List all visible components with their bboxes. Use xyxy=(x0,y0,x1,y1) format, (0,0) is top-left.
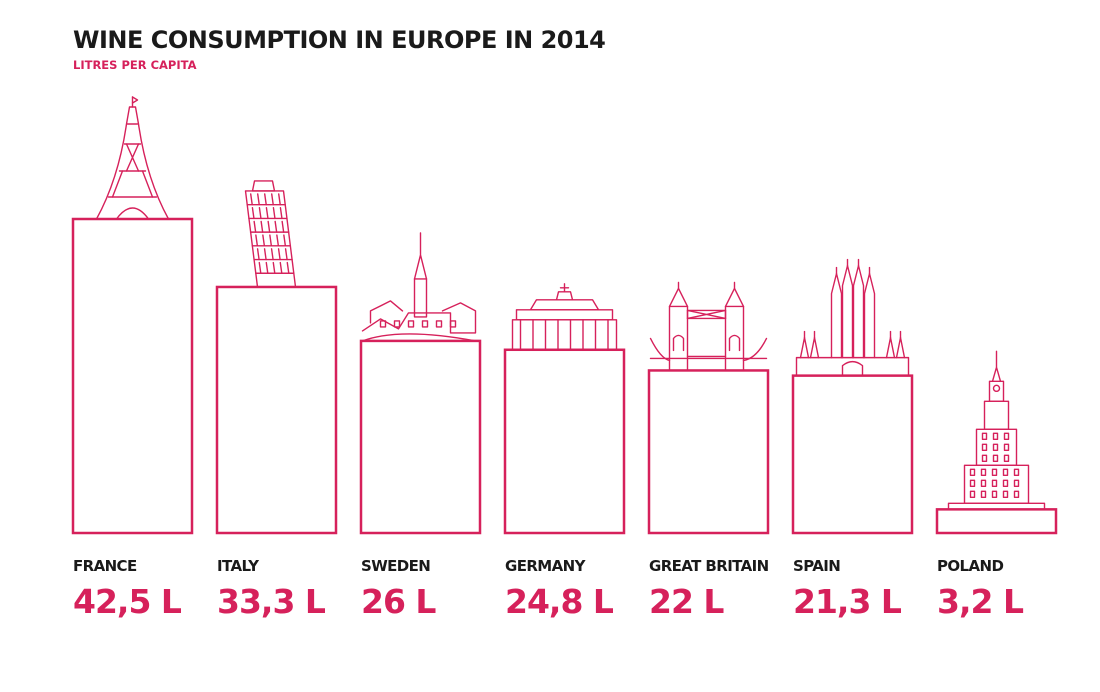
value-label-france: 42,5 L xyxy=(73,582,182,621)
palace-of-culture-icon xyxy=(947,350,1046,511)
bar-spain xyxy=(791,374,914,535)
category-label-sweden: SWEDEN xyxy=(361,557,430,575)
value-label-poland: 3,2 L xyxy=(937,582,1024,621)
bar-france xyxy=(71,217,194,535)
chart-subtitle: LITRES PER CAPITA xyxy=(73,58,197,72)
bar-poland xyxy=(935,508,1058,535)
value-label-sweden: 26 L xyxy=(361,582,436,621)
chart-title: WINE CONSUMPTION IN EUROPE IN 2014 xyxy=(73,26,606,54)
stockholm-city-hall-icon xyxy=(361,232,477,342)
tower-bridge-icon xyxy=(649,281,768,372)
eiffel-tower-icon xyxy=(95,96,170,220)
labels-layer: FRANCE 42,5 L ITALY 33,3 L SWEDEN 26 L GERMANY… xyxy=(73,557,1025,621)
value-label-great-britain: 22 L xyxy=(649,582,724,621)
landmarks-layer xyxy=(95,96,1046,511)
category-label-france: FRANCE xyxy=(73,557,137,575)
bar-germany xyxy=(503,348,626,535)
category-label-poland: POLAND xyxy=(937,557,1003,575)
bar-italy xyxy=(215,285,338,535)
bar-sweden xyxy=(359,339,482,535)
bars-layer xyxy=(71,217,1058,535)
leaning-tower-of-pisa-icon xyxy=(244,180,297,288)
category-label-great-britain: GREAT BRITAIN xyxy=(649,557,769,575)
brandenburg-gate-icon xyxy=(511,283,618,351)
category-label-spain: SPAIN xyxy=(793,557,840,575)
category-label-italy: ITALY xyxy=(217,557,260,575)
value-label-italy: 33,3 L xyxy=(217,582,326,621)
value-label-spain: 21,3 L xyxy=(793,582,902,621)
sagrada-familia-icon xyxy=(795,258,910,377)
category-label-germany: GERMANY xyxy=(505,557,587,575)
value-label-germany: 24,8 L xyxy=(505,582,614,621)
bar-great-britain xyxy=(647,369,770,535)
